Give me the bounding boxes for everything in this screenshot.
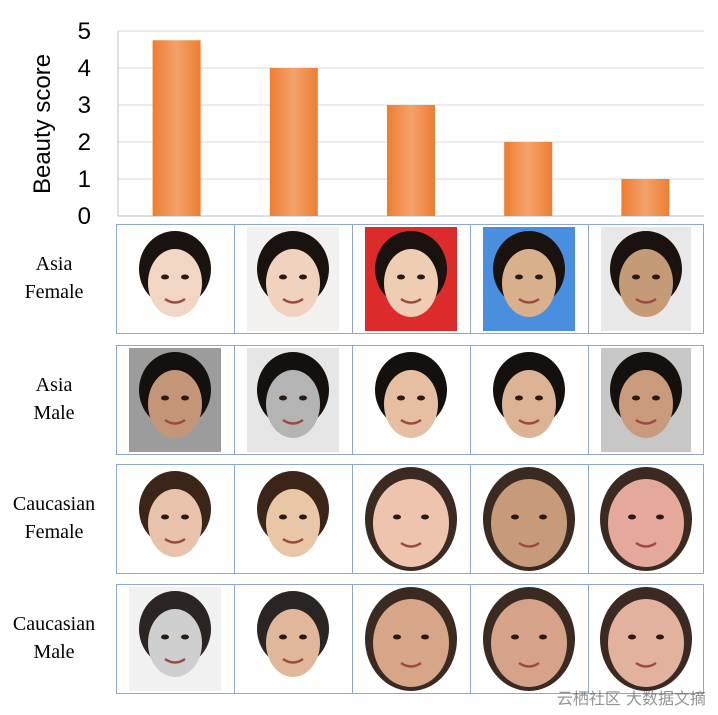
face-photo: [471, 346, 589, 454]
row-label: Caucasian Female: [0, 490, 108, 546]
bar-1: [152, 40, 201, 216]
face-illustration: [601, 227, 691, 331]
face-photo: [117, 585, 235, 693]
face-illustration: [601, 348, 691, 452]
face-illustration: [247, 227, 339, 331]
row-label-line: Caucasian: [12, 493, 96, 515]
row-label-line: Male: [33, 402, 75, 424]
bar-4: [504, 142, 553, 216]
face-photo: [353, 465, 471, 573]
face-illustration: [129, 227, 221, 331]
face-illustration: [483, 227, 575, 331]
y-tick-label: 1: [78, 166, 91, 193]
row-label: Asia Female: [0, 250, 108, 306]
row-label: Asia Male: [0, 371, 108, 427]
face-photo: [471, 225, 589, 333]
face-photo: [117, 346, 235, 454]
face-illustration: [129, 348, 221, 452]
face-row: [116, 224, 704, 334]
watermark: 云栖社区 大数据文摘: [556, 689, 706, 708]
face-photo: [471, 585, 589, 693]
row-label-line: Male: [33, 641, 75, 663]
row-label: Caucasian Male: [0, 610, 108, 666]
face-illustration: [600, 587, 692, 691]
y-tick-label: 0: [78, 203, 91, 225]
face-illustration: [129, 467, 221, 571]
row-label-line: Female: [24, 521, 84, 543]
face-photo: [235, 585, 353, 693]
row-label-line: Asia: [35, 374, 73, 396]
face-photo: [235, 346, 353, 454]
face-photo: [471, 465, 589, 573]
face-illustration: [483, 348, 575, 452]
face-illustration: [365, 348, 457, 452]
face-illustration: [365, 227, 457, 331]
row-label-line: Female: [24, 281, 84, 303]
face-illustration: [247, 348, 339, 452]
face-row: [116, 464, 704, 574]
face-photo: [353, 585, 471, 693]
face-photo: [589, 225, 705, 333]
face-row: [116, 345, 704, 455]
face-photo: [117, 465, 235, 573]
face-illustration: [483, 467, 575, 571]
face-row: [116, 584, 704, 694]
row-label-line: Asia: [35, 253, 73, 275]
row-label-line: Caucasian: [12, 613, 96, 635]
y-tick-labels: 0 1 2 3 4 5: [78, 18, 91, 225]
y-tick-label: 5: [78, 18, 91, 45]
chart-bars: [152, 40, 670, 216]
face-illustration: [600, 467, 692, 571]
face-photo: [353, 225, 471, 333]
bar-3: [387, 105, 435, 216]
face-photo: [589, 465, 705, 573]
face-illustration: [483, 587, 575, 691]
face-photo: [353, 346, 471, 454]
bar-2: [269, 68, 318, 216]
face-photo: [235, 465, 353, 573]
bar-5: [621, 179, 670, 216]
face-illustration: [247, 587, 339, 691]
face-photo: [117, 225, 235, 333]
y-tick-label: 4: [78, 55, 91, 82]
y-tick-label: 3: [78, 92, 91, 119]
face-illustration: [247, 467, 339, 571]
beauty-score-chart: 0 1 2 3 4 5 Beauty score: [29, 18, 704, 225]
face-illustration: [365, 467, 457, 571]
face-illustration: [129, 587, 221, 691]
face-illustration: [365, 587, 457, 691]
y-axis-label: Beauty score: [29, 54, 56, 194]
face-photo: [235, 225, 353, 333]
face-photo: [589, 585, 705, 693]
y-tick-label: 2: [78, 129, 91, 156]
face-photo: [589, 346, 705, 454]
